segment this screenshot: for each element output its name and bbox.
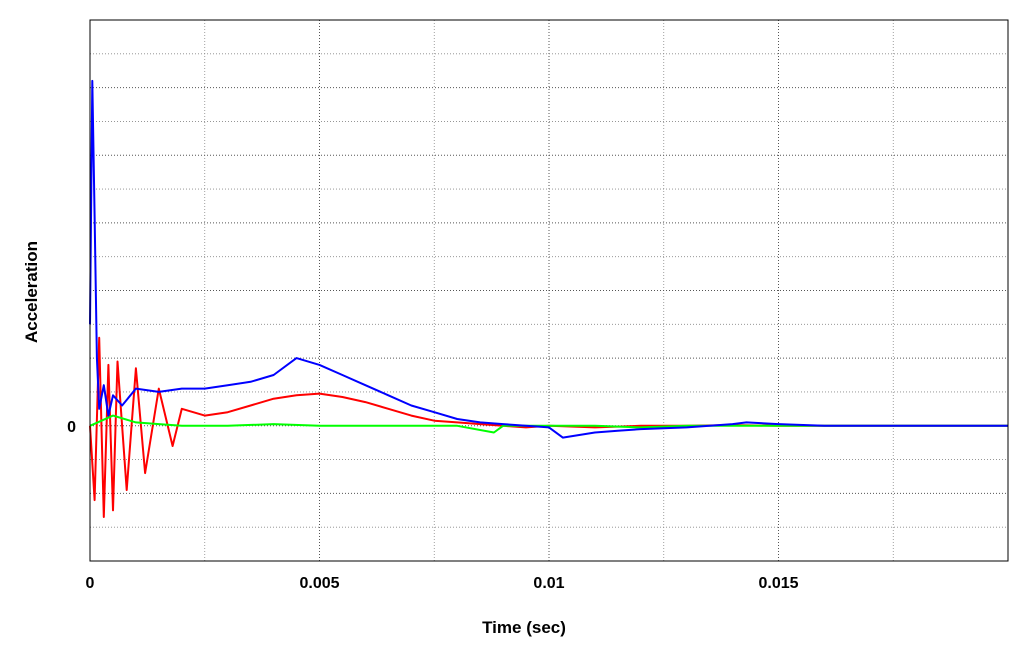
x-tick-labels: 0 0.005 0.01 0.015 [86, 575, 799, 592]
y-axis-label: Acceleration [22, 241, 41, 343]
plot-frame [89, 19, 1009, 562]
series-layer [89, 79, 1008, 518]
x-axis-label: Time (sec) [482, 618, 566, 637]
x-tick-label: 0.01 [533, 575, 564, 592]
y-tick-labels: 0 [67, 419, 76, 436]
series-line-3 [89, 79, 1008, 439]
series-line-2 [89, 414, 1008, 434]
x-tick-label: 0.015 [758, 575, 798, 592]
x-tick-label: 0.005 [299, 575, 339, 592]
x-tick-label: 0 [86, 575, 95, 592]
y-tick-label: 0 [67, 419, 76, 436]
grid-lines [90, 20, 1008, 561]
